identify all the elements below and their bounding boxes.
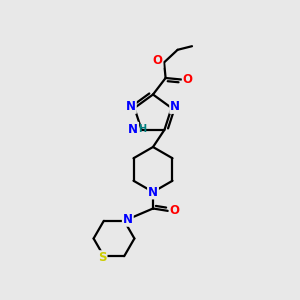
Text: O: O — [152, 54, 163, 68]
Text: O: O — [183, 73, 193, 86]
Text: N: N — [128, 123, 138, 136]
Text: N: N — [126, 100, 136, 113]
Text: H: H — [138, 124, 146, 134]
Text: N: N — [123, 213, 133, 226]
Text: N: N — [148, 185, 158, 199]
Text: N: N — [170, 100, 180, 113]
Text: S: S — [98, 251, 106, 264]
Text: O: O — [169, 204, 180, 218]
